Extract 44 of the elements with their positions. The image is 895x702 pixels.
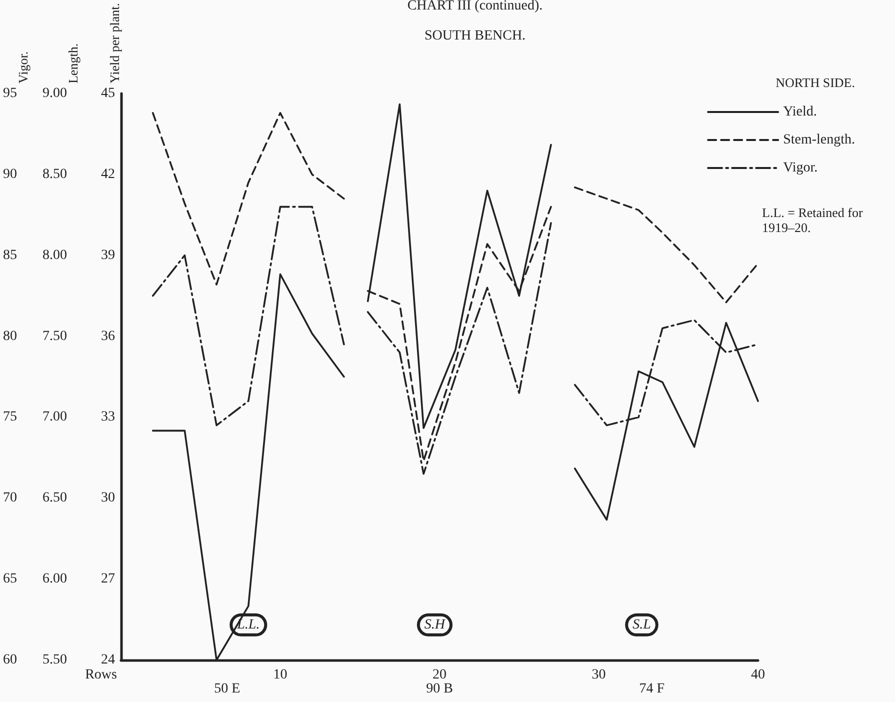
- y3-axis-title: Vigor.: [16, 51, 30, 84]
- annotation: S.L: [632, 617, 652, 632]
- y-tick-label: 36: [101, 328, 115, 344]
- chart-title: CHART III (continued).: [407, 0, 543, 14]
- x-tick-label: 10: [273, 668, 288, 682]
- y3-tick-label: 75: [3, 410, 17, 425]
- y-axis-title: Yield per plant.: [107, 2, 122, 84]
- y2-tick-label: 6.00: [42, 572, 67, 587]
- text: 74 F: [639, 682, 665, 696]
- y2-tick-label: 6.50: [42, 490, 67, 506]
- text: L.L. = Retained for 1919–20.: [762, 205, 866, 235]
- y3-tick-label: 70: [3, 490, 17, 506]
- y2-tick-label: 5.50: [42, 652, 67, 668]
- legend-title: NORTH SIDE.: [776, 75, 856, 90]
- y3-tick-label: 65: [3, 572, 17, 587]
- y-tick-label: 42: [101, 166, 115, 182]
- text: 50 E: [214, 682, 240, 696]
- y-tick-label: 39: [101, 248, 115, 263]
- y-tick-label: 33: [101, 410, 115, 425]
- y3-tick-label: 80: [3, 328, 17, 344]
- y2-tick-label: 8.50: [42, 166, 67, 182]
- x-tick-label: 40: [751, 668, 765, 682]
- y2-tick-label: 7.00: [42, 410, 67, 425]
- legend-label: Vigor.: [783, 160, 818, 176]
- x-tick-label: 20: [432, 668, 446, 682]
- y2-tick-label: 9.00: [42, 86, 67, 102]
- y-tick-label: 45: [101, 86, 115, 102]
- text: 90 B: [426, 682, 453, 696]
- y-tick-label: 30: [101, 490, 115, 506]
- y3-tick-label: 90: [3, 166, 17, 182]
- y3-tick-label: 95: [3, 86, 17, 102]
- annotation: S.H: [424, 617, 446, 632]
- x-tick-label: 30: [592, 668, 606, 682]
- legend-label: Stem-length.: [783, 132, 856, 148]
- y-tick-label: 27: [101, 572, 115, 587]
- x-axis-title: Rows: [85, 668, 117, 682]
- legend-label: Yield.: [783, 104, 817, 120]
- y2-tick-label: 7.50: [42, 328, 67, 344]
- y3-tick-label: 85: [3, 248, 17, 263]
- chart-subtitle: SOUTH BENCH.: [424, 28, 526, 44]
- y2-tick-label: 8.00: [42, 248, 67, 263]
- y2-axis-title: Length.: [66, 43, 80, 84]
- y3-tick-label: 60: [3, 652, 17, 668]
- y-tick-label: 24: [101, 652, 115, 668]
